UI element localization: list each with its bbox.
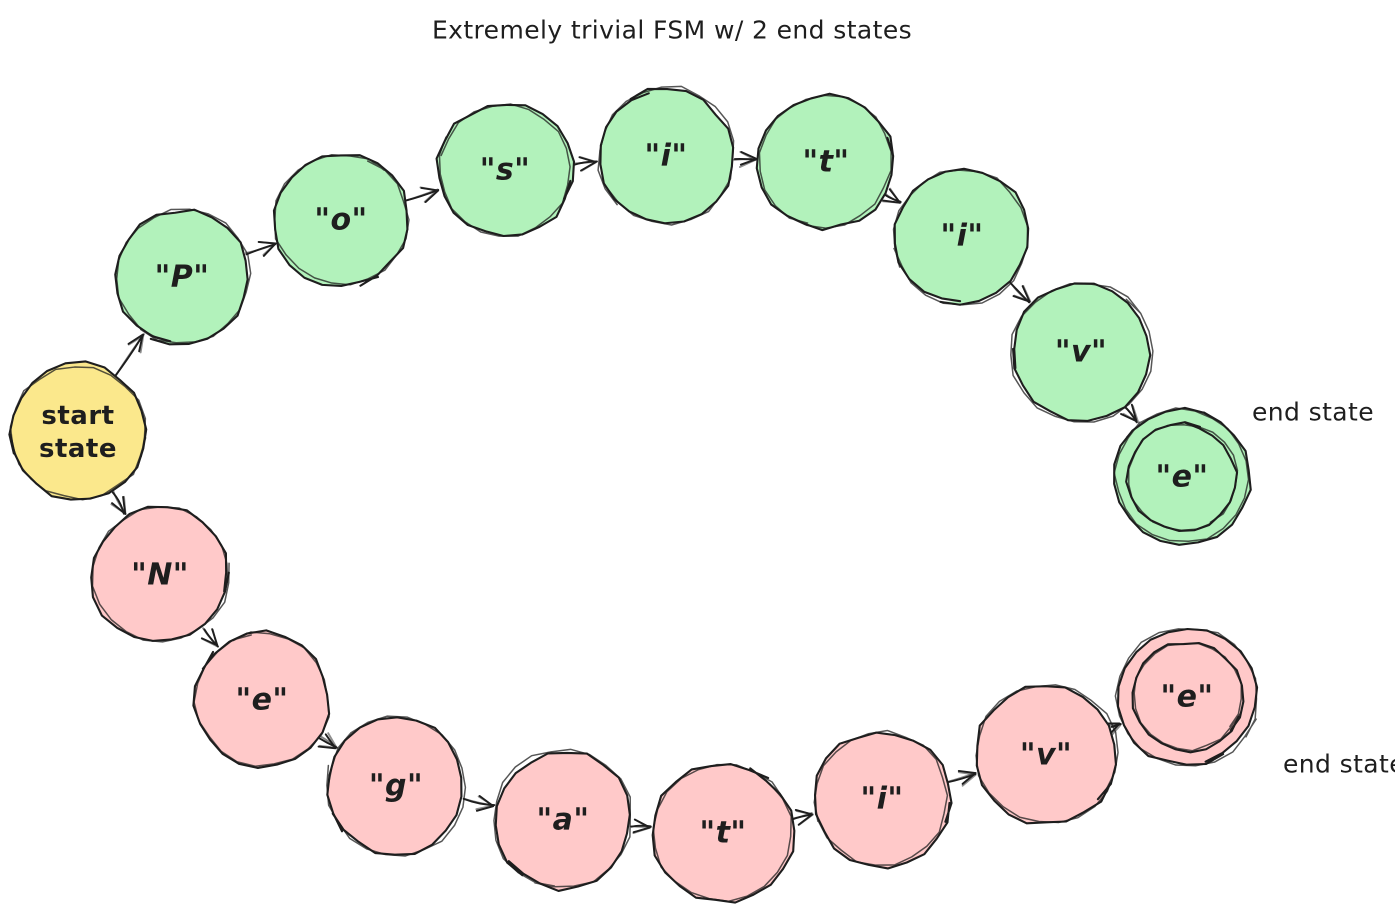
state-node-n-a[interactable]: "a" xyxy=(493,748,632,893)
node-outline-sketch xyxy=(9,366,147,501)
transition-edge xyxy=(629,818,653,835)
state-node-p-v[interactable]: "v" xyxy=(1010,282,1154,423)
state-node-n-t[interactable]: "t" xyxy=(651,763,796,904)
edge-arrowhead xyxy=(795,810,814,826)
edge-arrowhead xyxy=(1122,405,1140,424)
state-node-p-P[interactable]: "P" xyxy=(114,208,252,346)
node-outline-sketch xyxy=(975,684,1119,824)
edge-arrowhead xyxy=(957,771,977,787)
edge-arrowhead xyxy=(475,795,494,811)
node-label: "t" xyxy=(699,816,746,851)
state-node-n-e1[interactable]: "e" xyxy=(192,629,331,769)
state-node-p-e[interactable]: "e" xyxy=(1113,406,1252,546)
labels-layer: Extremely trivial FSM w/ 2 end states xyxy=(432,16,912,45)
state-node-n-g[interactable]: "g" xyxy=(326,715,467,857)
edge-arrowhead xyxy=(110,495,127,515)
node-label: start state xyxy=(39,401,117,464)
state-node-n-N[interactable]: "N" xyxy=(90,505,230,643)
edge-arrowhead xyxy=(738,150,757,168)
state-node-p-i2[interactable]: "i" xyxy=(892,167,1030,306)
edge-arrowhead xyxy=(258,241,277,256)
transition-edge xyxy=(244,240,277,257)
edge-arrowhead xyxy=(881,187,901,204)
node-outline-sketch xyxy=(326,715,467,857)
state-node-p-s[interactable]: "s" xyxy=(435,103,576,238)
node-outline xyxy=(813,731,953,870)
state-node-p-o[interactable]: "o" xyxy=(272,153,410,287)
transition-edge xyxy=(733,150,758,168)
edge-arrowhead xyxy=(127,334,145,354)
state-node-p-t[interactable]: "t" xyxy=(755,92,895,232)
transition-edge xyxy=(110,490,127,515)
node-outline-sketch xyxy=(1113,407,1250,543)
transition-edge xyxy=(881,187,902,204)
node-outline xyxy=(651,763,796,904)
edge-arrowhead xyxy=(579,156,598,172)
node-label: "a" xyxy=(536,803,589,838)
node-label: "s" xyxy=(480,153,531,188)
node-label: "i" xyxy=(860,782,903,817)
edges-layer xyxy=(110,150,1140,835)
node-inner-ring-sketch xyxy=(1127,423,1239,532)
edge-arrowhead xyxy=(632,818,651,835)
node-label: "g" xyxy=(369,769,423,804)
nodes-layer: start state "P" "o" "s" "i" "t" "i" "v" "e" "N" "e"… xyxy=(8,85,1259,904)
node-label: "v" xyxy=(1055,335,1107,370)
node-label: "v" xyxy=(1020,738,1072,773)
transition-edge xyxy=(114,333,145,377)
transition-edge xyxy=(571,156,598,172)
edge-arrowhead xyxy=(318,732,338,749)
edge-arrowhead xyxy=(957,770,977,785)
state-node-n-i[interactable]: "i" xyxy=(813,729,953,870)
state-node-start[interactable]: start state xyxy=(8,360,148,501)
node-outline xyxy=(494,751,631,893)
node-label: "t" xyxy=(802,145,849,180)
node-outline-sketch xyxy=(193,631,330,767)
state-node-p-i1[interactable]: "i" xyxy=(597,85,735,226)
edge-arrowhead xyxy=(1013,285,1032,303)
node-outline-sketch xyxy=(1114,628,1258,767)
transition-edge xyxy=(791,809,814,826)
transition-edge xyxy=(403,186,440,203)
node-label: "P" xyxy=(155,260,210,295)
node-label: "e" xyxy=(1155,460,1208,495)
node-label: "o" xyxy=(314,203,367,238)
node-label: "N" xyxy=(131,558,189,593)
node-label: "i" xyxy=(940,219,983,254)
node-outline-sketch xyxy=(758,94,892,229)
edge-arrowhead xyxy=(419,186,439,203)
annotations-layer: end state end state xyxy=(1252,398,1395,779)
edge-arrowhead xyxy=(200,628,219,648)
node-outline-sketch xyxy=(115,208,252,344)
node-outline-sketch xyxy=(438,103,571,237)
node-outline-sketch xyxy=(597,85,735,226)
node-label: "e" xyxy=(1160,680,1213,715)
state-node-n-v[interactable]: "v" xyxy=(975,684,1119,825)
node-outline-sketch xyxy=(892,169,1029,306)
annotation-end-state-green: end state xyxy=(1252,398,1374,427)
node-inner-ring-sketch xyxy=(1133,642,1242,752)
node-outline-sketch xyxy=(652,763,792,903)
node-label: "i" xyxy=(644,139,687,174)
node-label-line: start xyxy=(41,401,114,431)
edge-shaft xyxy=(114,333,145,377)
transition-edge xyxy=(462,795,496,812)
node-outline-sketch xyxy=(1010,282,1154,423)
node-label: "e" xyxy=(235,683,288,718)
node-outline-sketch xyxy=(493,748,632,888)
transition-edge xyxy=(200,627,219,648)
diagram-title: Extremely trivial FSM w/ 2 end states xyxy=(432,16,912,45)
node-outline-sketch xyxy=(91,506,230,643)
state-node-n-e2[interactable]: "e" xyxy=(1114,627,1259,767)
node-outline xyxy=(1012,282,1152,422)
annotation-end-state-pink: end state xyxy=(1283,750,1395,779)
transition-edge xyxy=(317,732,338,750)
node-outline-sketch xyxy=(274,153,410,286)
transition-edge xyxy=(1009,281,1032,304)
node-label-line: state xyxy=(39,434,117,464)
node-outline-sketch xyxy=(813,729,949,866)
transition-edge xyxy=(946,770,977,787)
